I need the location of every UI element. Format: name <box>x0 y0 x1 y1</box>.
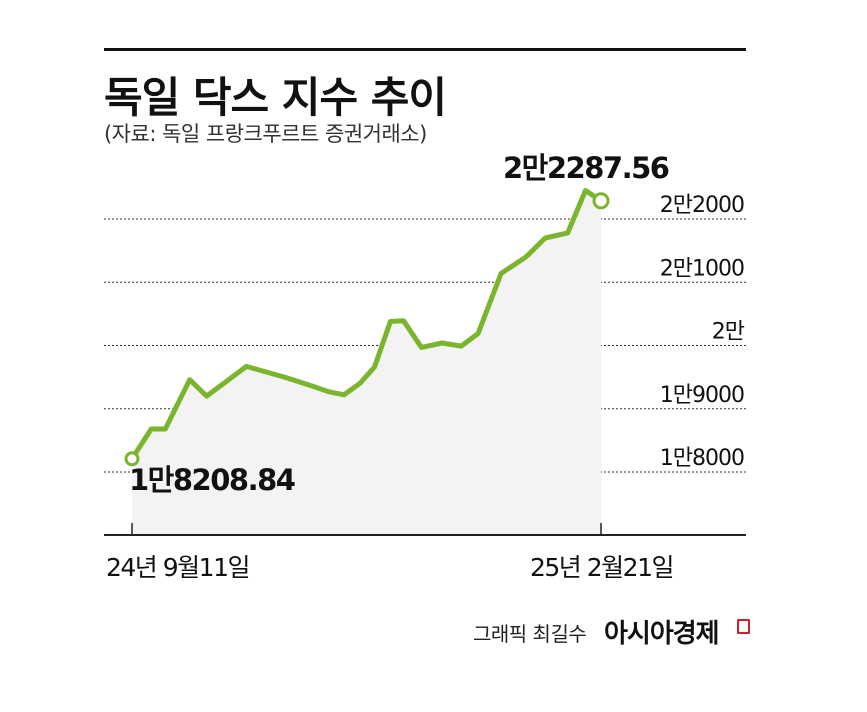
y-tick-label-1: 1만9000 <box>660 383 744 408</box>
brand-logo: 아시아경제 <box>604 619 720 649</box>
start-value-label: 1만8208.84 <box>129 463 295 497</box>
x-tick-label-end: 25년 2월21일 <box>530 553 673 582</box>
x-tick-label-start: 24년 9월11일 <box>106 553 249 582</box>
y-tick-label-0: 1만8000 <box>660 446 744 471</box>
chart-source: (자료: 독일 프랑크푸르트 증권거래소) <box>104 122 427 146</box>
graphic-credit: 그래픽 최길수 <box>473 622 587 646</box>
end-point-marker <box>592 192 610 210</box>
top-rule <box>104 48 746 51</box>
series-area-fill <box>132 190 601 535</box>
y-tick-label-4: 2만2000 <box>660 193 744 218</box>
end-value-label: 2만2287.56 <box>503 151 669 185</box>
y-tick-labels: 1만8000 1만9000 2만 2만1000 2만2000 <box>660 193 746 471</box>
y-tick-label-3: 2만1000 <box>660 256 744 281</box>
y-tick-label-2: 2만 <box>712 320 745 345</box>
start-point-marker <box>124 451 140 467</box>
brand-mark-icon <box>737 619 750 634</box>
chart-title: 독일 닥스 지수 추이 <box>104 73 447 122</box>
series-line <box>129 188 604 462</box>
